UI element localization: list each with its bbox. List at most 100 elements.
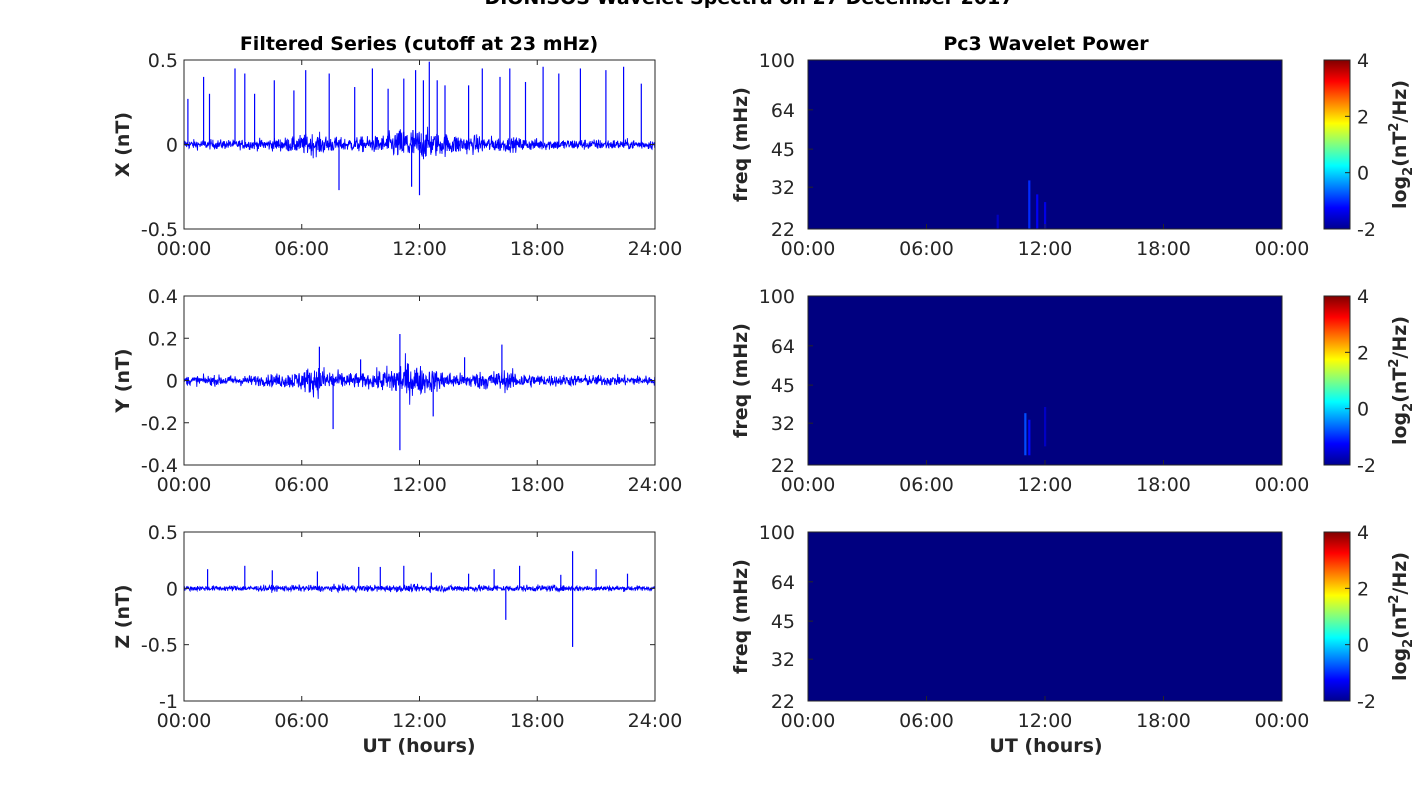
x-tick-label: 06:00 [899, 238, 954, 260]
series-trace-Y [184, 353, 655, 405]
wavelet-power-image [808, 532, 1282, 701]
y-tick-label: 0.5 [148, 522, 178, 544]
y-axis-label-Y: Y (nT) [112, 348, 134, 413]
series-trace-X [184, 126, 655, 160]
colorbar-tick-label: 2 [1357, 106, 1369, 128]
x-tick-label: 18:00 [1136, 474, 1191, 496]
right-column-title: Pc3 Wavelet Power [943, 33, 1149, 55]
x-tick-label: 24:00 [628, 238, 683, 260]
y-axis-label-Z: Z (nT) [112, 584, 134, 648]
colorbar-tick-label: 2 [1357, 578, 1369, 600]
freq-tick-label: 45 [771, 139, 795, 161]
freq-axis-label: freq (mHz) [730, 87, 752, 202]
x-tick-label: 06:00 [274, 710, 329, 732]
colorbar-frame [1323, 59, 1351, 230]
x-tick-label: 12:00 [392, 238, 447, 260]
y-tick-label: -0.4 [141, 455, 178, 477]
colorbar [1324, 532, 1350, 701]
freq-tick-label: 32 [771, 649, 795, 671]
freq-tick-label: 100 [759, 286, 795, 308]
wavelet-power-feature [1036, 194, 1039, 229]
x-tick-label: 06:00 [899, 474, 954, 496]
x-tick-label: 18:00 [510, 238, 565, 260]
colorbar-tick-label: -2 [1357, 691, 1376, 713]
colorbar-tick-label: 0 [1357, 399, 1369, 421]
y-tick-label: 0 [166, 578, 178, 600]
colorbar-label: log2(nT2/Hz) [1387, 552, 1416, 681]
wavelet-power-feature [1044, 202, 1047, 229]
freq-tick-label: 45 [771, 375, 795, 397]
freq-tick-label: 100 [759, 522, 795, 544]
x-tick-label: 18:00 [1136, 238, 1191, 260]
y-tick-label: 0.5 [148, 50, 178, 72]
colorbar-tick-label: 4 [1357, 50, 1369, 72]
y-tick-label: -0.2 [141, 413, 178, 435]
colorbar-tick-label: 4 [1357, 286, 1369, 308]
y-tick-label: 0 [166, 135, 178, 157]
x-tick-label: 18:00 [1136, 710, 1191, 732]
y-tick-label: 0 [166, 371, 178, 393]
x-tick-label: 00:00 [1255, 474, 1310, 496]
x-tick-label: 00:00 [157, 710, 212, 732]
x-tick-label: 18:00 [510, 710, 565, 732]
y-tick-label: -0.5 [141, 635, 178, 657]
wavelet-power-feature [1024, 413, 1027, 456]
x-tick-label: 06:00 [274, 474, 329, 496]
colorbar-tick-label: 4 [1357, 522, 1369, 544]
x-tick-label: 00:00 [157, 238, 212, 260]
freq-tick-label: 22 [771, 455, 795, 477]
freq-tick-label: 32 [771, 177, 795, 199]
colorbar [1324, 60, 1350, 229]
series-plot-Z [184, 551, 655, 647]
x-tick-label: 00:00 [781, 238, 836, 260]
x-tick-label: 00:00 [781, 474, 836, 496]
freq-tick-label: 64 [771, 336, 795, 358]
left-x-axis-label: UT (hours) [362, 735, 475, 757]
x-tick-label: 24:00 [628, 710, 683, 732]
x-tick-label: 12:00 [1018, 238, 1073, 260]
y-tick-label: 0.2 [148, 328, 178, 350]
x-tick-label: 12:00 [392, 474, 447, 496]
colorbar [1324, 296, 1350, 465]
freq-tick-label: 45 [771, 611, 795, 633]
x-tick-label: 12:00 [1018, 710, 1073, 732]
freq-tick-label: 22 [771, 691, 795, 713]
x-tick-label: 12:00 [1018, 474, 1073, 496]
wavelet-power-feature [996, 214, 999, 229]
x-tick-label: 18:00 [510, 474, 565, 496]
x-tick-label: 00:00 [157, 474, 212, 496]
figure-title: DIONISOS Wavelet Spectra on 27 December … [484, 0, 1013, 9]
x-tick-label: 00:00 [1255, 238, 1310, 260]
right-x-axis-label: UT (hours) [989, 735, 1102, 757]
freq-tick-label: 64 [771, 100, 795, 122]
freq-tick-label: 32 [771, 413, 795, 435]
x-tick-label: 00:00 [781, 710, 836, 732]
y-tick-label: 0.4 [148, 286, 178, 308]
colorbar-label: log2(nT2/Hz) [1387, 316, 1416, 445]
wavelet-power-image [808, 60, 1282, 229]
axes-box-Z [183, 531, 656, 702]
series-trace-Z [184, 583, 655, 594]
x-tick-label: 24:00 [628, 474, 683, 496]
series-plot-X [184, 61, 655, 196]
colorbar-frame [1323, 295, 1351, 466]
wavelet-power-feature [1028, 180, 1031, 229]
colorbar-tick-label: 0 [1357, 635, 1369, 657]
colorbar-tick-label: -2 [1357, 219, 1376, 241]
y-tick-label: -1 [159, 691, 178, 713]
freq-axis-label: freq (mHz) [730, 559, 752, 674]
wavelet-power-feature [1044, 406, 1047, 447]
colorbar-label: log2(nT2/Hz) [1387, 80, 1416, 209]
colorbar-tick-label: 2 [1357, 342, 1369, 364]
colorbar-frame [1323, 531, 1351, 702]
colorbar-tick-label: -2 [1357, 455, 1376, 477]
wavelet-power-feature [1028, 419, 1031, 456]
x-tick-label: 12:00 [392, 710, 447, 732]
x-tick-label: 06:00 [274, 238, 329, 260]
freq-tick-label: 100 [759, 50, 795, 72]
y-tick-label: -0.5 [141, 219, 178, 241]
freq-tick-label: 64 [771, 572, 795, 594]
x-tick-label: 06:00 [899, 710, 954, 732]
freq-tick-label: 22 [771, 219, 795, 241]
